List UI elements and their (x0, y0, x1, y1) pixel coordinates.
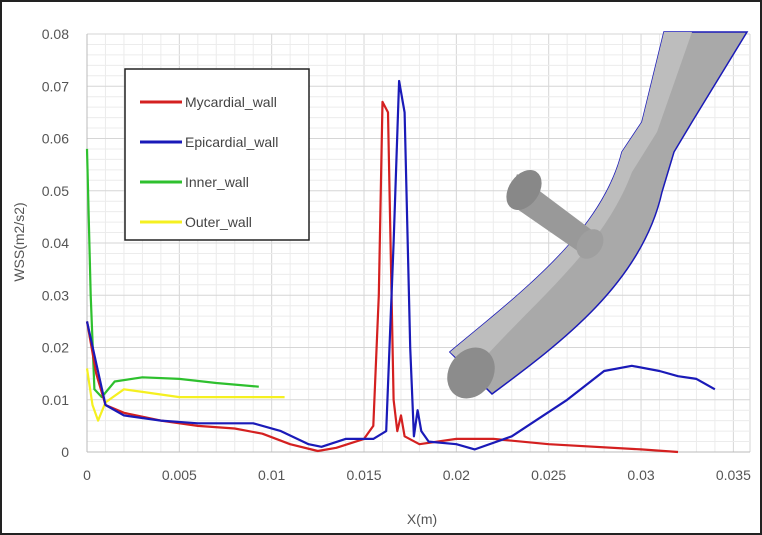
legend-label: Inner_wall (185, 174, 249, 190)
vessel-branch-end (506, 170, 542, 210)
x-tick-label: 0.01 (258, 467, 285, 483)
y-tick-label: 0 (61, 444, 69, 460)
legend-label: Mycardial_wall (185, 94, 277, 110)
y-tick-label: 0.07 (42, 78, 69, 94)
y-tick-label: 0.04 (42, 235, 69, 251)
series-line-inner-wall (85, 148, 259, 399)
y-tick-label: 0.01 (42, 392, 69, 408)
y-tick-label: 0.08 (42, 26, 69, 42)
vessel-inlet (447, 347, 495, 399)
y-tick-label: 0.02 (42, 340, 69, 356)
x-tick-label: 0.005 (162, 467, 197, 483)
x-tick-label: 0.035 (716, 467, 751, 483)
x-tick-label: 0.03 (627, 467, 654, 483)
x-tick-label: 0.025 (531, 467, 566, 483)
y-axis-label: WSS(m2/s2) (11, 202, 27, 281)
series-line-epicardial-wall (85, 79, 716, 451)
x-tick-label: 0.02 (443, 467, 470, 483)
x-axis-label: X(m) (407, 511, 437, 527)
vessel-image (447, 31, 749, 399)
x-tick-label: 0 (83, 467, 91, 483)
y-tick-label: 0.05 (42, 183, 69, 199)
y-tick-label: 0.06 (42, 131, 69, 147)
legend-label: Outer_wall (185, 214, 252, 230)
x-tick-label: 0.015 (346, 467, 381, 483)
legend-label: Epicardial_wall (185, 134, 278, 150)
y-tick-label: 0.03 (42, 287, 69, 303)
series-line-outer-wall (85, 368, 285, 422)
legend: Mycardial_wall Epicardial_wall Inner_wall O… (124, 68, 310, 241)
